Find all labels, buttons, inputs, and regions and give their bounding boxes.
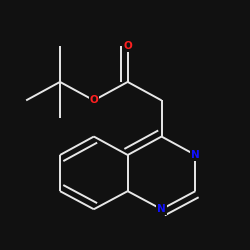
Text: O: O (123, 41, 132, 51)
Text: O: O (90, 96, 98, 106)
Text: N: N (157, 204, 166, 214)
Text: N: N (191, 150, 200, 160)
